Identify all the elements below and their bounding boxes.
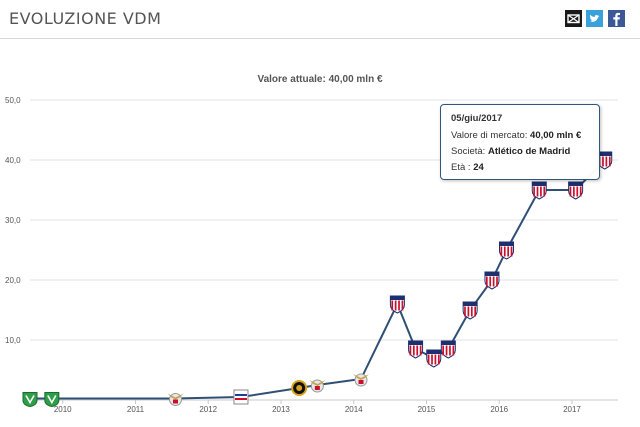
chart-title: Valore attuale: 40,00 mln € [257, 74, 383, 85]
mail-icon[interactable] [565, 10, 582, 27]
data-point-marker [531, 181, 547, 200]
tooltip-club-row: Società: Atlético de Madrid [451, 146, 570, 157]
x-tick-label: 2015 [418, 405, 436, 414]
data-point-marker [408, 340, 424, 359]
facebook-icon[interactable] [608, 10, 625, 27]
data-point-marker [353, 373, 370, 387]
data-point-marker [309, 379, 326, 393]
data-point-marker [484, 271, 500, 290]
section-title: EVOLUZIONE VDM [9, 9, 162, 28]
data-point-marker [167, 393, 184, 406]
tooltip-value-row: Valore di mercato: 40,00 mln € [451, 130, 581, 141]
data-point-marker [499, 241, 515, 260]
x-tick-label: 2014 [345, 405, 363, 414]
data-point-marker [462, 301, 478, 320]
x-tick-label: 2013 [272, 405, 290, 414]
header: EVOLUZIONE VDM [0, 0, 640, 39]
y-tick-label: 10,0 [5, 336, 21, 345]
x-tick-label: 2016 [490, 405, 508, 414]
data-point-marker [440, 340, 456, 359]
chart-tooltip: 05/giu/2017 Valore di mercato: 40,00 mln… [440, 104, 600, 180]
tooltip-age: 24 [473, 162, 484, 173]
x-tick-label: 2011 [127, 405, 145, 414]
tooltip-date: 05/giu/2017 [451, 113, 503, 124]
data-point-marker [291, 380, 308, 396]
value-line [30, 159, 606, 400]
data-point-marker [568, 181, 584, 200]
x-tick-label: 2010 [54, 405, 72, 414]
twitter-icon[interactable] [586, 10, 603, 27]
tooltip-club: Atlético de Madrid [487, 146, 571, 157]
data-point-marker [426, 349, 442, 368]
y-tick-label: 50,0 [5, 96, 21, 105]
tooltip-value: 40,00 mln € [530, 130, 582, 141]
y-tick-label: 20,0 [5, 276, 21, 285]
data-point-marker [233, 389, 249, 405]
data-point-marker [44, 392, 60, 408]
tooltip-age-label: Età : [451, 162, 471, 173]
tooltip-age-row: Età : 24 [451, 162, 484, 173]
tooltip-value-label: Valore di mercato: [451, 130, 528, 141]
tooltip-club-label: Società: [451, 146, 486, 157]
data-point-marker [22, 392, 38, 408]
data-point-marker [389, 295, 405, 314]
y-tick-label: 30,0 [5, 216, 21, 225]
x-tick-label: 2017 [563, 405, 581, 414]
x-tick-label: 2012 [199, 405, 217, 414]
y-tick-label: 40,0 [5, 156, 21, 165]
